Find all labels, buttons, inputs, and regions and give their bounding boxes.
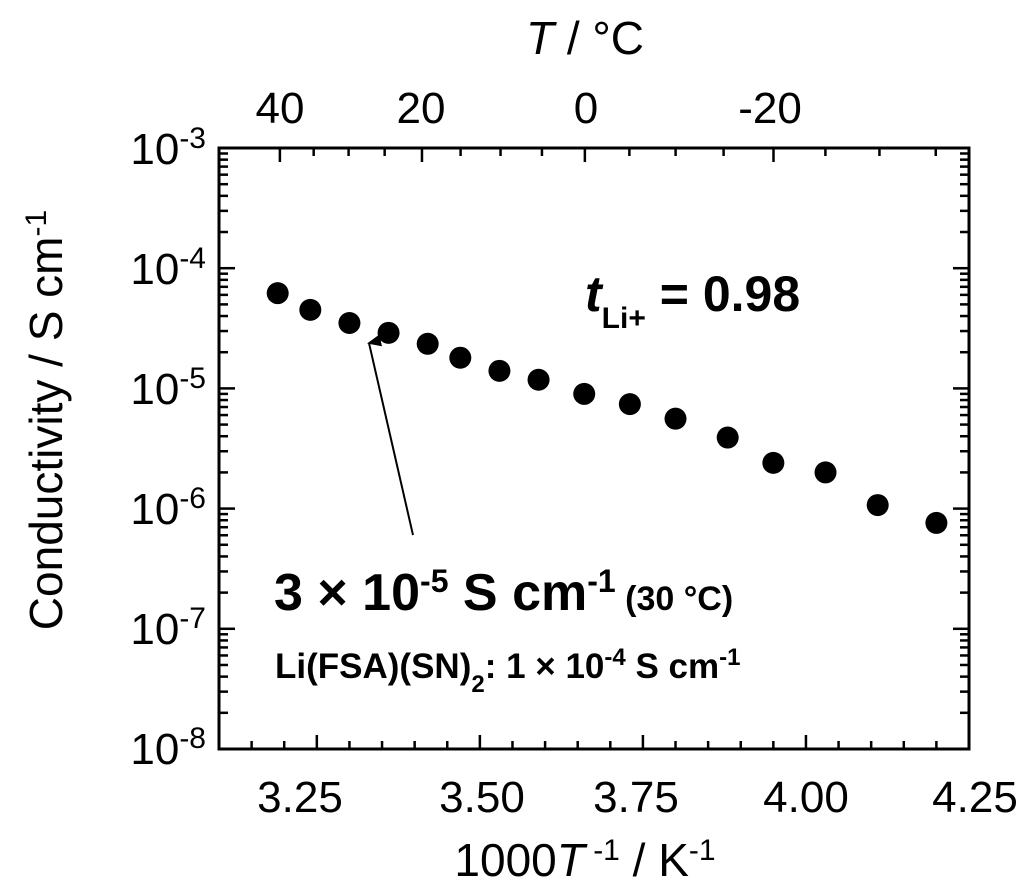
top-axis-title: T / °C (526, 12, 644, 64)
y-tick-label: 10-7 (130, 602, 206, 655)
y-tick-label: 10-5 (130, 362, 206, 415)
x-axis-title: 1000T -1 / K-1 (454, 834, 715, 887)
data-point (664, 407, 687, 430)
top-tick-label: 40 (256, 84, 305, 133)
data-point (573, 382, 596, 405)
data-points (266, 282, 948, 534)
data-point (299, 298, 322, 321)
data-point (527, 368, 550, 391)
x-tick-label: 3.50 (439, 773, 525, 822)
y-tick-label: 10-3 (130, 122, 206, 175)
data-point (416, 332, 439, 355)
data-point (814, 461, 837, 484)
data-point (762, 451, 785, 474)
data-point (716, 426, 739, 449)
plot-frame (217, 146, 971, 751)
top-tick-label: -20 (738, 84, 802, 133)
y-axis-title: Conductivity / S cm-1 (20, 210, 73, 630)
x-tick-label: 4.00 (763, 773, 849, 822)
data-point (488, 359, 511, 382)
x-tick-label: 3.25 (257, 773, 343, 822)
reference-annotation: Li(FSA)(SN)2: 1 × 10-4 S cm-1 (275, 644, 740, 698)
y-tick-label: 10-8 (130, 722, 206, 775)
transference-annotation: tLi+ = 0.98 (585, 266, 800, 335)
data-point (338, 312, 361, 335)
data-point (866, 494, 889, 517)
x-tick-label: 4.25 (932, 773, 1018, 822)
data-point (377, 321, 400, 344)
y-tick-label: 10-6 (130, 482, 206, 535)
top-tick-label: 20 (397, 84, 446, 133)
data-point (266, 282, 289, 305)
y-tick-label: 10-4 (130, 242, 206, 295)
conductivity-annotation: 3 × 10-5 S cm-1 (30 °C) (274, 563, 733, 622)
data-point (618, 393, 641, 416)
data-point (925, 511, 948, 534)
top-tick-label: 0 (574, 84, 598, 133)
annotation-arrow (367, 334, 414, 536)
x-tick-label: 3.75 (593, 773, 679, 822)
data-point (449, 346, 472, 369)
axis-ticks (217, 146, 971, 751)
